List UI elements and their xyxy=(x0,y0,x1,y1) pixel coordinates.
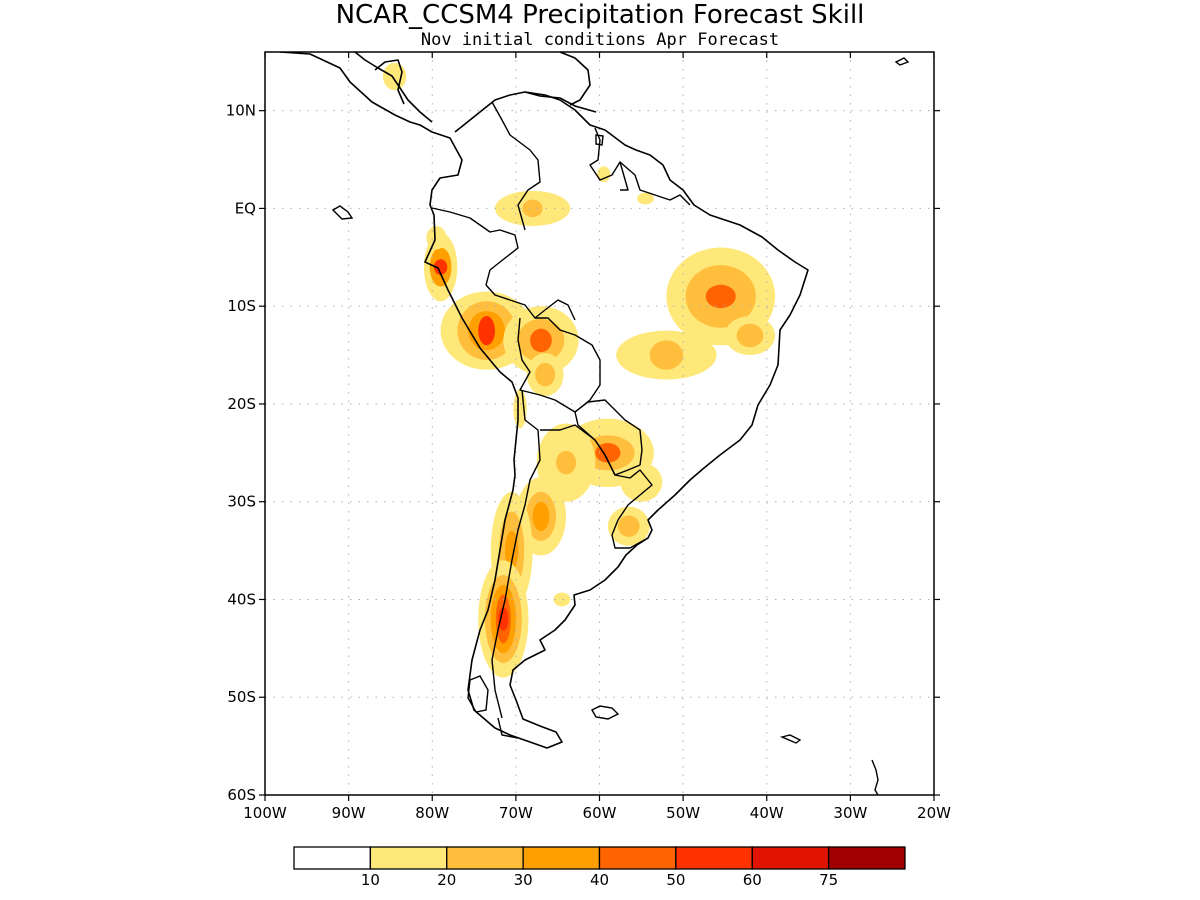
skill-contour xyxy=(553,592,571,607)
map-subtitle: Nov initial conditions Apr Forecast xyxy=(421,30,779,50)
skill-region xyxy=(478,560,529,678)
skill-contour xyxy=(382,62,407,91)
chiloe-archipelago xyxy=(467,675,489,713)
skill-contour xyxy=(522,199,543,218)
colorbar-swatch xyxy=(827,846,906,870)
skill-contour xyxy=(426,226,447,250)
map-axes: 100W 90W 80W 70W 60W 50W 40W 30W 20W 10N EQ 10S 20S 3… xyxy=(226,52,951,822)
colorbar-label: 50 xyxy=(666,871,685,889)
skill-region xyxy=(620,462,663,502)
south-sandwich-islands xyxy=(871,759,879,795)
skill-contour xyxy=(649,340,684,370)
lat-tick-label: 10S xyxy=(227,297,256,315)
yucatan-coast xyxy=(374,59,405,105)
colorbar-swatch xyxy=(598,846,677,870)
skill-contour xyxy=(498,607,509,631)
caribbean-coast xyxy=(524,91,597,113)
skill-region xyxy=(616,330,717,380)
lon-tick-label: 40W xyxy=(750,804,784,822)
colorbar-label: 30 xyxy=(514,871,533,889)
skill-contour xyxy=(595,443,621,463)
lon-tick-label: 70W xyxy=(499,804,533,822)
colorbar-swatch xyxy=(751,846,830,870)
skill-contour xyxy=(620,462,663,502)
country-borders-layer xyxy=(431,101,691,739)
gridlines xyxy=(265,52,934,795)
colorbar-swatch xyxy=(293,846,372,870)
central-america-west xyxy=(354,52,433,123)
colorbar-label: 40 xyxy=(590,871,609,889)
lon-tick-label: 50W xyxy=(666,804,700,822)
skill-contour xyxy=(596,166,611,183)
colorbar-label: 60 xyxy=(743,871,762,889)
tierra-del-fuego-border xyxy=(497,717,519,739)
skill-contour xyxy=(535,362,556,387)
colorbar-swatch xyxy=(446,846,524,870)
coastlines-layer xyxy=(279,52,809,749)
skill-region xyxy=(423,232,458,302)
skill-contour xyxy=(530,328,552,353)
skill-region xyxy=(724,315,776,356)
islands-layer xyxy=(331,57,910,795)
lat-tick-label: 40S xyxy=(227,590,256,608)
lon-tick-label: 80W xyxy=(415,804,449,822)
skill-shading-layer xyxy=(382,62,776,678)
trinidad-island xyxy=(595,134,604,146)
map-plot-area xyxy=(265,52,934,795)
lat-tick-label: EQ xyxy=(235,199,256,217)
galapagos-islands xyxy=(331,205,354,220)
colorbar-swatch xyxy=(522,846,601,870)
martinique-island xyxy=(894,57,910,66)
skill-contour xyxy=(736,323,764,348)
skill-region xyxy=(607,506,650,546)
colombia-venezuela-border xyxy=(491,101,541,231)
skill-contour xyxy=(532,501,550,532)
lat-tick-label: 10N xyxy=(226,102,256,120)
lat-tick-label: 60S xyxy=(227,786,256,804)
lon-tick-label: 20W xyxy=(917,804,951,822)
colombia-ecuador-peru-border xyxy=(431,207,519,286)
lat-tick-label: 50S xyxy=(227,688,256,706)
skill-region xyxy=(596,166,611,183)
lon-tick-label: 60W xyxy=(583,804,617,822)
skill-contour xyxy=(556,450,577,475)
skill-contour xyxy=(513,389,527,429)
skill-contour xyxy=(505,531,519,571)
venezuela-guyana-border xyxy=(589,127,629,191)
lon-tick-label: 90W xyxy=(332,804,366,822)
skill-contour xyxy=(433,259,448,275)
caribbean-north-coast xyxy=(559,52,591,106)
skill-contour xyxy=(478,315,495,346)
argentina-brazil-border xyxy=(540,424,653,521)
colorbar-swatch xyxy=(369,846,448,870)
uruguay-border xyxy=(611,519,649,549)
skill-contour xyxy=(637,192,654,205)
lon-tick-label: 30W xyxy=(833,804,867,822)
falkland-islands xyxy=(591,705,620,720)
skill-region xyxy=(426,226,447,250)
skill-region xyxy=(637,192,654,205)
guyana-suriname-border xyxy=(619,161,691,206)
colorbar-label: 75 xyxy=(819,871,838,889)
skill-region xyxy=(526,353,564,397)
argentina-chile-border xyxy=(491,389,541,719)
lat-tick-label: 30S xyxy=(227,493,256,511)
colorbar-label: 20 xyxy=(437,871,456,889)
map-title: NCAR_CCSM4 Precipitation Forecast Skill xyxy=(336,0,865,30)
skill-region xyxy=(553,592,571,607)
skill-region xyxy=(494,190,571,227)
colorbar-swatch xyxy=(675,846,753,870)
lon-tick-label: 100W xyxy=(243,804,287,822)
lat-tick-label: 20S xyxy=(227,395,256,413)
skill-region xyxy=(382,62,407,91)
colorbar: 10 20 30 40 50 60 75 xyxy=(293,846,906,889)
south-georgia xyxy=(779,734,802,744)
skill-contour xyxy=(617,515,640,537)
south-america-coastline xyxy=(279,52,809,749)
skill-region xyxy=(513,389,527,429)
skill-contour xyxy=(705,284,736,309)
colorbar-label: 10 xyxy=(361,871,380,889)
